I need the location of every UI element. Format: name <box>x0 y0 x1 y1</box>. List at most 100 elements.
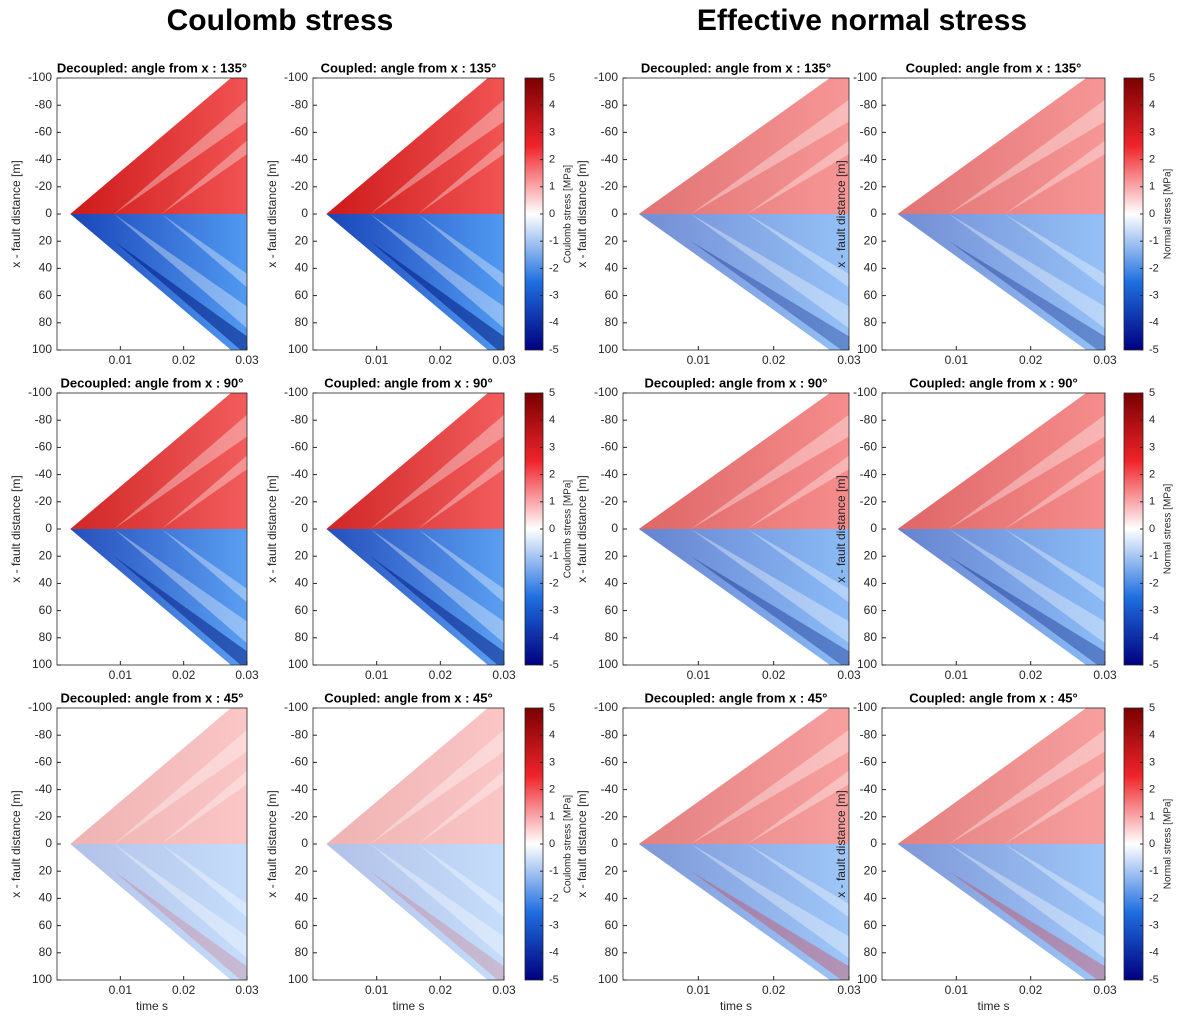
y-tick-label: 80 <box>39 315 53 329</box>
y-tick-label: -40 <box>860 467 878 481</box>
colorbar-tick-label: -2 <box>1149 892 1159 904</box>
colorbar-tick-label: 5 <box>549 72 555 84</box>
colorbar-tick-label: 5 <box>1149 72 1155 84</box>
colorbar-tick-label: -4 <box>1149 632 1159 644</box>
y-tick-label: -60 <box>601 755 619 769</box>
y-tick-label: -100 <box>594 385 618 399</box>
x-tick-label: 0.02 <box>762 353 786 367</box>
y-tick-label: 80 <box>605 630 619 644</box>
streak <box>418 140 504 214</box>
y-tick-label: 80 <box>295 315 309 329</box>
y-tick-label: 60 <box>295 288 309 302</box>
y-tick-label: 20 <box>39 548 53 562</box>
panel-title: Decoupled: angle from x : 135° <box>57 60 247 75</box>
x-tick-label: 0.01 <box>109 668 133 682</box>
streak <box>161 529 247 603</box>
y-tick-label: -80 <box>860 97 878 111</box>
y-tick-label: 60 <box>605 918 619 932</box>
streak <box>948 729 1105 844</box>
x-tick-label: 0.01 <box>365 668 389 682</box>
streak <box>1004 529 1105 603</box>
y-tick-label: 60 <box>864 918 878 932</box>
y-tick-label: -60 <box>860 440 878 454</box>
y-tick-label: -60 <box>601 440 619 454</box>
x-tick-label: 0.03 <box>235 353 259 367</box>
heatmap <box>638 78 849 350</box>
heatmap <box>638 393 849 665</box>
colorbar-tick-label: -5 <box>1149 344 1159 356</box>
colorbar-tick-label: 0 <box>549 838 555 850</box>
y-tick-label: -100 <box>594 70 618 84</box>
streak <box>418 214 504 288</box>
y-tick-label: -40 <box>601 152 619 166</box>
heatmap-image <box>326 393 504 665</box>
heatmap <box>70 708 247 980</box>
y-tick-label: 100 <box>32 972 52 986</box>
y-tick-label: 80 <box>39 630 53 644</box>
heatmap <box>326 393 504 665</box>
streak <box>418 770 504 844</box>
y-tick-label: 100 <box>857 342 877 356</box>
panel-title: Coupled: angle from x : 135° <box>321 60 497 75</box>
y-tick-label: 0 <box>301 521 308 535</box>
y-tick-label: 80 <box>864 315 878 329</box>
x-tick-label: 0.03 <box>837 668 861 682</box>
streak <box>690 214 849 329</box>
y-tick-label: -80 <box>601 727 619 741</box>
y-tick-label: 0 <box>611 836 618 850</box>
y-tick-label: -100 <box>28 700 52 714</box>
y-tick-label: 20 <box>864 863 878 877</box>
streak <box>690 99 849 214</box>
panel-title: Coupled: angle from x : 90° <box>324 375 492 390</box>
negative-region <box>897 844 1105 980</box>
y-tick-label: -40 <box>601 782 619 796</box>
x-tick-label: 0.02 <box>1019 353 1043 367</box>
streak <box>418 844 504 918</box>
streak <box>161 140 247 214</box>
colorbar-tick-label: -1 <box>1149 235 1159 247</box>
y-tick-label: -20 <box>35 809 53 823</box>
streak <box>690 729 849 844</box>
y-tick-label: -80 <box>860 727 878 741</box>
positive-region <box>638 393 849 529</box>
y-axis-label: x - fault distance [m] <box>575 790 589 897</box>
streak <box>948 529 1105 644</box>
colorbar-label: Normal stress [MPa] <box>1163 483 1174 574</box>
negative-region <box>638 214 849 350</box>
y-tick-label: -20 <box>860 179 878 193</box>
positive-region <box>638 78 849 214</box>
y-tick-label: 60 <box>295 603 309 617</box>
x-tick-label: 0.02 <box>429 353 453 367</box>
y-tick-label: -100 <box>594 700 618 714</box>
y-tick-label: 40 <box>39 261 53 275</box>
streak <box>370 529 504 644</box>
colorbar-tick-label: 1 <box>549 181 555 193</box>
y-tick-label: -80 <box>35 727 53 741</box>
x-tick-label: 0.02 <box>172 668 196 682</box>
streak <box>747 455 849 529</box>
colorbar-tick-label: -4 <box>549 947 559 959</box>
y-tick-label: 60 <box>605 288 619 302</box>
x-tick-label: 0.03 <box>492 353 516 367</box>
positive-region <box>897 78 1105 214</box>
negative-region <box>638 844 849 980</box>
y-tick-label: 40 <box>864 891 878 905</box>
colorbar-tick-label: -5 <box>549 974 559 986</box>
colorbar-tick-label: -2 <box>549 577 559 589</box>
heatmap-image <box>70 393 247 665</box>
colorbar-tick-label: 1 <box>1149 811 1155 823</box>
y-tick-label: 0 <box>611 521 618 535</box>
colorbar-tick-label: 4 <box>549 729 555 741</box>
streak <box>370 214 504 329</box>
x-tick-label: 0.03 <box>1093 983 1117 997</box>
colorbar-tick-label: 0 <box>549 208 555 220</box>
heatmap <box>70 78 247 350</box>
y-axis-label: x - fault distance [m] <box>9 475 23 582</box>
streak <box>747 770 849 844</box>
x-tick-label: 0.02 <box>762 983 786 997</box>
heatmap-image <box>897 708 1105 980</box>
x-tick-label: 0.02 <box>429 983 453 997</box>
y-tick-label: -80 <box>291 412 309 426</box>
colorbar-label: Normal stress [MPa] <box>1163 168 1174 259</box>
y-tick-label: 20 <box>864 548 878 562</box>
